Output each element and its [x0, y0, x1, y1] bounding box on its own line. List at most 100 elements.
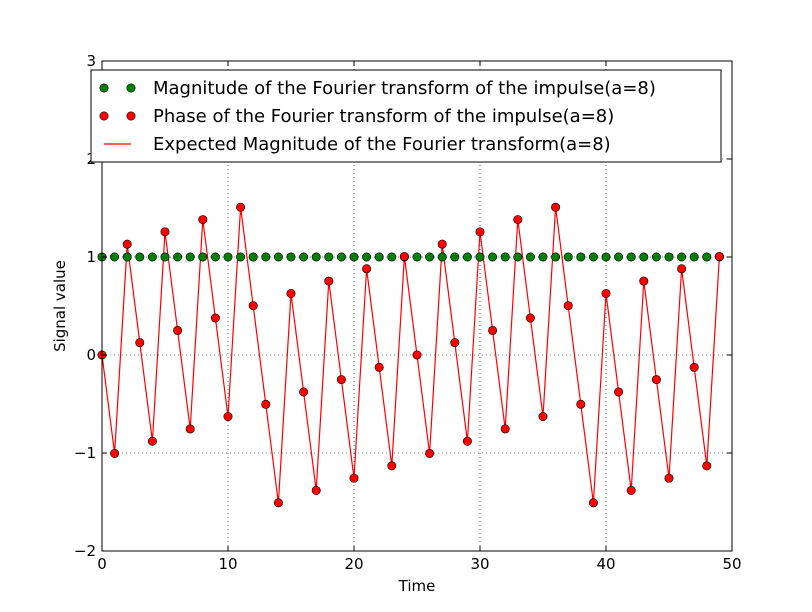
legend-label: Expected Magnitude of the Fourier transf… [153, 134, 611, 155]
legend: Magnitude of the Fourier transform of th… [90, 69, 722, 163]
series-line [101, 207, 720, 503]
x-axis-label: Time [398, 577, 436, 595]
data-point [689, 252, 699, 262]
data-point [538, 252, 548, 262]
data-point [664, 252, 674, 262]
x-tick-label: 40 [596, 555, 615, 573]
data-point [311, 252, 321, 262]
data-point [588, 252, 598, 262]
data-point [362, 252, 372, 262]
data-point [677, 264, 687, 274]
data-point [551, 202, 561, 212]
data-point [261, 252, 271, 262]
data-point [223, 252, 233, 262]
data-point [425, 252, 435, 262]
data-point [563, 301, 573, 311]
legend-marker [99, 111, 109, 121]
data-point [122, 252, 132, 262]
data-point [639, 252, 649, 262]
data-point [462, 252, 472, 262]
data-point [336, 252, 346, 262]
legend-label: Phase of the Fourier transform of the im… [153, 106, 614, 127]
x-tick-label: 30 [470, 555, 489, 573]
data-point [538, 412, 548, 422]
data-point [576, 399, 586, 409]
data-point [689, 362, 699, 372]
y-tick-label: −1 [74, 444, 96, 462]
data-point [135, 252, 145, 262]
y-axis-label: Signal value [51, 260, 69, 352]
data-point [286, 252, 296, 262]
y-tick-label: −2 [74, 542, 96, 560]
legend-entry-magnitude: Magnitude of the Fourier transform of th… [99, 78, 656, 99]
data-point [236, 202, 246, 212]
data-point [450, 338, 460, 348]
series-expected [101, 207, 720, 503]
data-point [425, 448, 435, 458]
x-tick-label: 50 [722, 555, 741, 573]
data-point [147, 436, 157, 446]
legend-entry-expected: Expected Magnitude of the Fourier transf… [104, 134, 611, 155]
data-point [525, 252, 535, 262]
data-point [173, 252, 183, 262]
data-point [714, 252, 724, 262]
plot-frame [101, 60, 733, 552]
data-point [210, 252, 220, 262]
data-point [614, 252, 624, 262]
data-point [299, 252, 309, 262]
data-point [110, 448, 120, 458]
data-point [626, 252, 636, 262]
legend-marker [126, 83, 136, 93]
data-point [664, 473, 674, 483]
data-point [651, 252, 661, 262]
data-point [475, 252, 485, 262]
data-point [475, 227, 485, 237]
x-tick-label: 0 [97, 555, 107, 573]
data-point [450, 252, 460, 262]
series-phase [97, 202, 724, 508]
legend-entry-phase: Phase of the Fourier transform of the im… [99, 106, 614, 127]
legend-label: Magnitude of the Fourier transform of th… [153, 78, 656, 99]
data-point [147, 252, 157, 262]
data-point [374, 252, 384, 262]
data-point [236, 252, 246, 262]
data-point [248, 301, 258, 311]
data-point [500, 252, 510, 262]
data-point [311, 485, 321, 495]
data-point [563, 252, 573, 262]
data-point [210, 313, 220, 323]
data-point [261, 399, 271, 409]
data-point [551, 252, 561, 262]
data-point [614, 387, 624, 397]
y-tick-label: 3 [86, 52, 96, 70]
data-point [248, 252, 258, 262]
data-point [349, 252, 359, 262]
data-point [601, 252, 611, 262]
legend-marker [126, 111, 136, 121]
data-point [185, 424, 195, 434]
data-point [702, 461, 712, 471]
data-point [273, 498, 283, 508]
data-point [185, 252, 195, 262]
data-point [324, 276, 334, 286]
x-tick-label: 10 [218, 555, 237, 573]
data-point [399, 252, 409, 262]
data-point [198, 252, 208, 262]
x-tick-label: 20 [344, 555, 363, 573]
series-magnitude [97, 252, 724, 262]
data-point [500, 424, 510, 434]
data-point [286, 288, 296, 298]
data-point [299, 387, 309, 397]
data-point [324, 252, 334, 262]
data-point [437, 252, 447, 262]
data-point [135, 338, 145, 348]
data-point [488, 325, 498, 335]
data-point [462, 436, 472, 446]
y-tick-label: 0 [86, 346, 96, 364]
data-point [513, 252, 523, 262]
data-point [601, 288, 611, 298]
data-point [349, 473, 359, 483]
data-point [437, 239, 447, 249]
data-point [273, 252, 283, 262]
